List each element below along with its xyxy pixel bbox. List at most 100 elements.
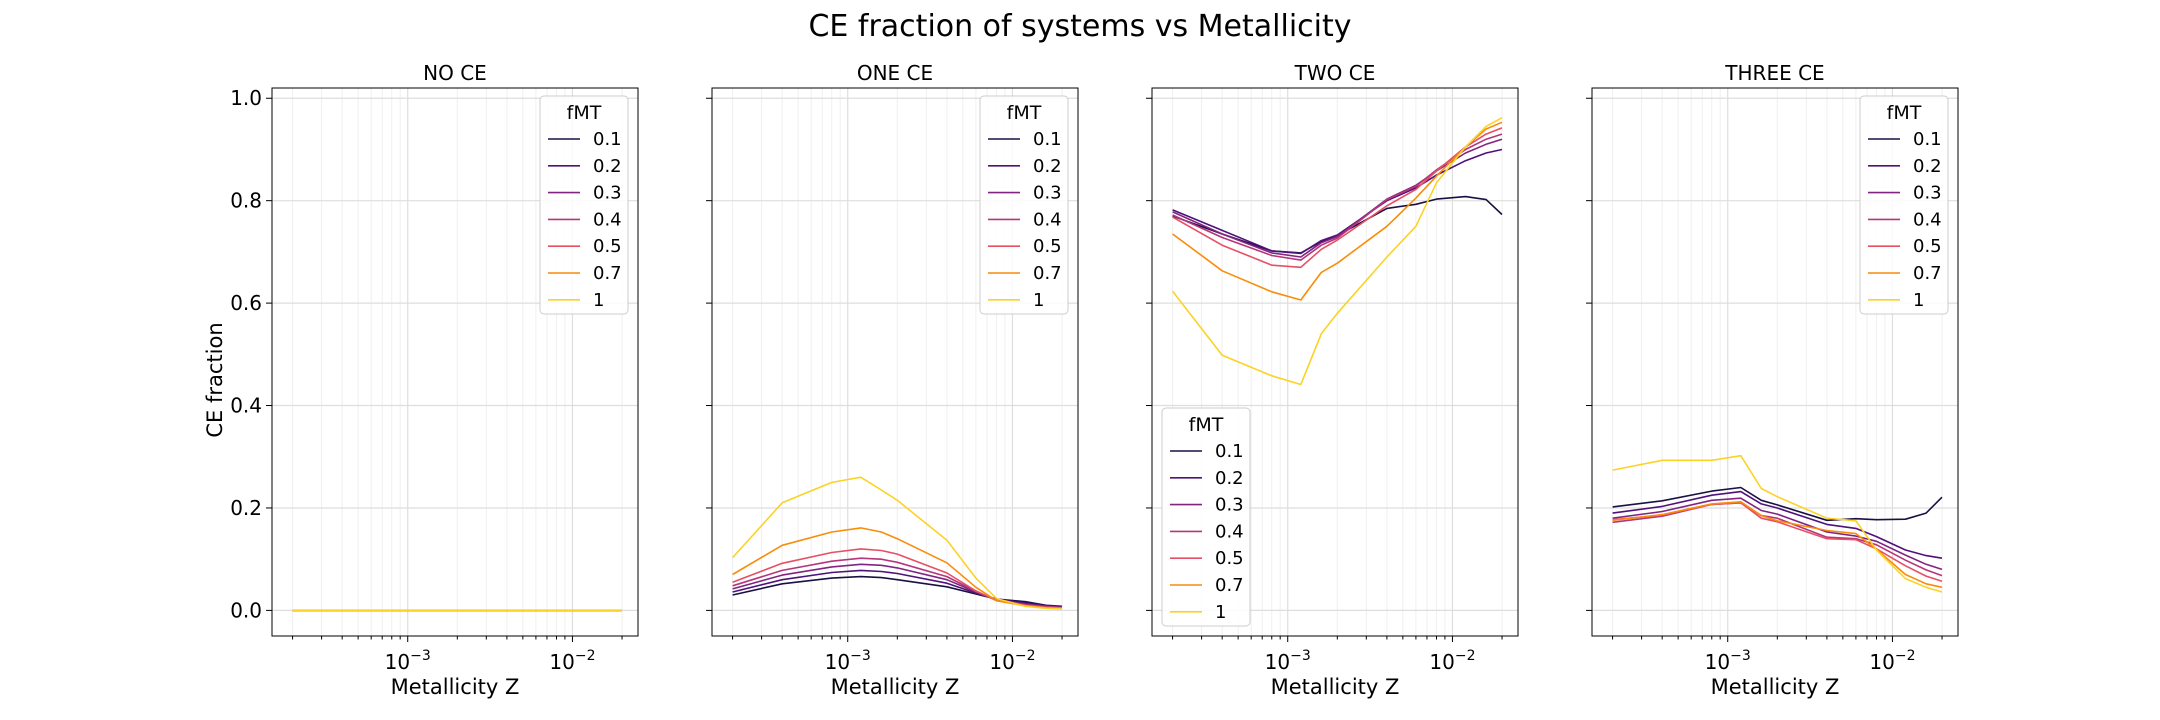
legend: fMT 0.1 0.2 0.3 0.4 0.5 0.7 1 (1859, 95, 1949, 315)
series-line-fmt-0.4 (1172, 133, 1503, 261)
y-tick-label: 1.0 (230, 86, 262, 110)
x-tick-exponent: −3 (1730, 648, 1751, 664)
legend-label: 1 (1913, 290, 1924, 311)
series-line-fmt-0.3 (1612, 497, 1943, 571)
legend-label: 0.1 (1215, 441, 1244, 462)
legend: fMT 0.1 0.2 0.3 0.4 0.5 0.7 1 (539, 95, 629, 315)
x-axis-label: Metallicity Z (1711, 675, 1840, 699)
x-tick-base: 10 (549, 650, 574, 674)
x-tick-base: 10 (1265, 650, 1290, 674)
legend-label: 0.1 (1033, 129, 1062, 150)
panel-title: ONE CE (857, 61, 933, 85)
x-tick-label: 10−2 (989, 648, 1035, 674)
legend-label: 0.4 (1033, 209, 1062, 230)
x-tick-exponent: −2 (1895, 648, 1916, 664)
x-tick-label: 10−3 (385, 648, 431, 674)
x-tick-exponent: −3 (1290, 648, 1311, 664)
legend-label: 0.3 (1215, 495, 1244, 516)
y-tick-label: 0.0 (230, 598, 262, 622)
series-line-fmt-1 (1171, 116, 1503, 386)
legend-label: 0.3 (1913, 183, 1942, 204)
legend: fMT 0.1 0.2 0.3 0.4 0.5 0.7 1 (979, 95, 1069, 315)
x-tick-exponent: −2 (575, 648, 596, 664)
x-tick-base: 10 (1429, 650, 1454, 674)
x-tick-exponent: −3 (410, 648, 431, 664)
x-tick-base: 10 (1869, 650, 1894, 674)
x-axis-label: Metallicity Z (1271, 675, 1400, 699)
series-group (1171, 116, 1503, 386)
series-line-fmt-0.1 (1612, 486, 1943, 522)
legend-label: 0.5 (1913, 236, 1942, 257)
legend-label: 0.4 (1913, 209, 1942, 230)
series-group (1612, 454, 1943, 593)
legend-box (539, 95, 629, 315)
y-axis-label: CE fraction (203, 322, 227, 437)
series-line-fmt-1 (1612, 454, 1943, 593)
legend-box (1859, 95, 1949, 315)
legend-label: 0.5 (1033, 236, 1062, 257)
x-tick-label: 10−2 (1869, 648, 1915, 674)
legend: fMT 0.1 0.2 0.3 0.4 0.5 0.7 1 (1161, 407, 1251, 627)
legend-label: 0.5 (593, 236, 622, 257)
y-tick-label: 0.4 (230, 394, 262, 418)
x-tick-base: 10 (385, 650, 410, 674)
x-tick-exponent: −3 (850, 648, 871, 664)
legend-label: 0.7 (593, 263, 622, 284)
legend-label: 1 (593, 290, 604, 311)
legend-box (979, 95, 1069, 315)
legend-label: 0.4 (1215, 521, 1244, 542)
legend-label: 0.2 (1913, 156, 1942, 177)
legend-label: 0.7 (1215, 575, 1244, 596)
axes-frame (271, 87, 639, 637)
y-tick-label: 0.6 (230, 291, 262, 315)
legend-label: 0.1 (593, 129, 622, 150)
legend-label: 0.4 (593, 209, 622, 230)
x-tick-exponent: −2 (1455, 648, 1476, 664)
axes-frame (1151, 87, 1519, 637)
legend-title: fMT (567, 102, 602, 124)
legend-label: 0.3 (593, 183, 622, 204)
series-line-fmt-0.3 (1172, 138, 1503, 258)
x-axis-label: Metallicity Z (831, 675, 960, 699)
x-tick-base: 10 (1705, 650, 1730, 674)
axes-frame (711, 87, 1079, 637)
x-tick-label: 10−3 (1705, 648, 1751, 674)
x-tick-label: 10−2 (1429, 648, 1475, 674)
legend-title: fMT (1887, 102, 1922, 124)
series-group (732, 476, 1063, 610)
legend-label: 1 (1033, 290, 1044, 311)
legend-label: 0.7 (1033, 263, 1062, 284)
series-line-fmt-0.1 (732, 575, 1063, 608)
grid (1592, 88, 1958, 636)
series-line-fmt-0.2 (732, 569, 1063, 608)
y-tick-label: 0.2 (230, 496, 262, 520)
series-line-fmt-1 (732, 476, 1063, 610)
series-line-fmt-0.2 (1612, 490, 1943, 559)
x-tick-label: 10−3 (825, 648, 871, 674)
x-tick-base: 10 (989, 650, 1014, 674)
legend-title: fMT (1189, 414, 1224, 436)
series-line-fmt-0.7 (1612, 500, 1943, 589)
x-tick-exponent: −2 (1015, 648, 1036, 664)
legend-label: 0.1 (1913, 129, 1942, 150)
legend-label: 1 (1215, 602, 1226, 623)
legend-label: 0.7 (1913, 263, 1942, 284)
y-tick-label: 0.8 (230, 189, 262, 213)
axes-frame (1591, 87, 1959, 637)
x-tick-base: 10 (825, 650, 850, 674)
legend-label: 0.2 (1215, 468, 1244, 489)
legend-title: fMT (1007, 102, 1042, 124)
x-tick-label: 10−3 (1265, 648, 1311, 674)
panel-title: NO CE (423, 61, 487, 85)
x-tick-label: 10−2 (549, 648, 595, 674)
legend-label: 0.3 (1033, 183, 1062, 204)
legend-label: 0.2 (593, 156, 622, 177)
x-axis-label: Metallicity Z (391, 675, 520, 699)
legend-label: 0.5 (1215, 548, 1244, 569)
legend-box (1161, 407, 1251, 627)
